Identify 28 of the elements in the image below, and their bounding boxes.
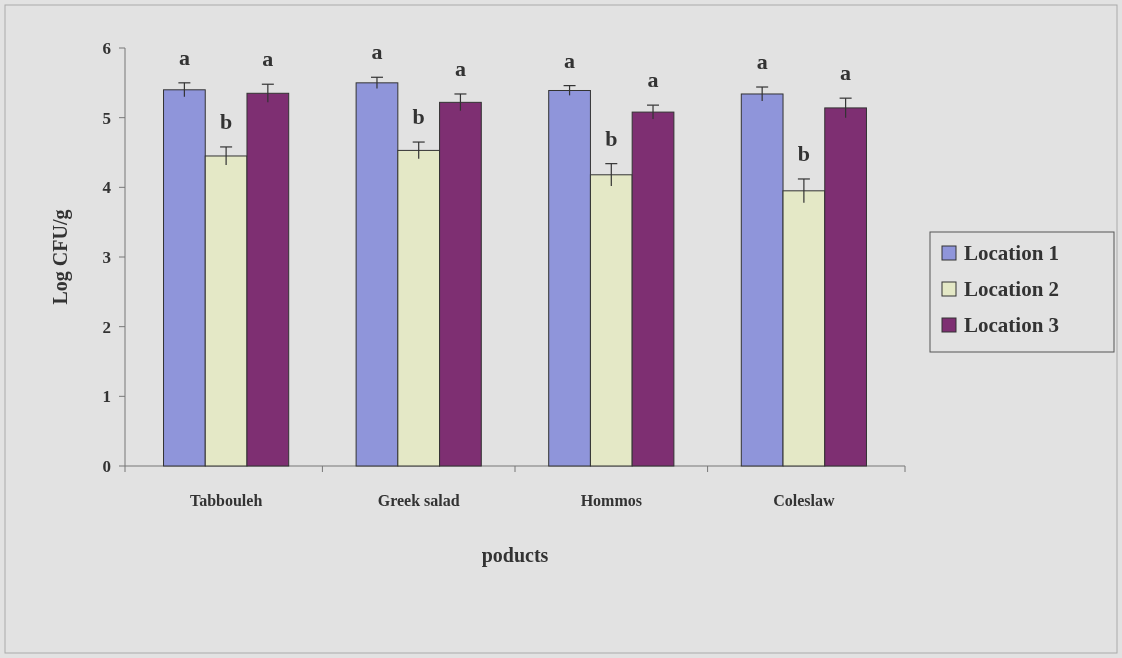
data-label: a <box>564 47 576 73</box>
x-tick-label: Tabbouleh <box>189 492 263 509</box>
legend-label: Location 3 <box>964 313 1060 338</box>
y-tick-label: 1 <box>102 387 111 407</box>
legend-label: Location 1 <box>964 241 1060 266</box>
data-label: a <box>262 46 274 72</box>
y-tick-label: 4 <box>102 178 112 198</box>
data-label: b <box>605 125 618 151</box>
x-tick-label: Greek salad <box>377 492 460 509</box>
y-tick-label: 2 <box>102 317 111 337</box>
data-label: a <box>454 55 466 81</box>
y-tick-label: 3 <box>102 247 111 267</box>
data-label: a <box>178 44 190 70</box>
data-label: a <box>647 67 659 93</box>
data-label: b <box>797 140 811 166</box>
x-tick-label: Hommos <box>580 492 642 509</box>
data-label: a <box>840 60 852 86</box>
y-axis-title: Log CFU/g <box>49 209 72 305</box>
legend-label: Location 2 <box>964 277 1060 302</box>
y-tick-label: 0 <box>102 456 111 476</box>
data-label: b <box>219 108 233 134</box>
data-label: a <box>756 49 768 75</box>
data-label: a <box>371 39 383 65</box>
data-label: b <box>412 104 425 130</box>
x-tick-label: Coleslaw <box>773 492 835 509</box>
y-tick-label: 6 <box>102 38 111 58</box>
x-axis-title: poducts <box>481 544 549 567</box>
y-tick-label: 5 <box>102 108 111 128</box>
